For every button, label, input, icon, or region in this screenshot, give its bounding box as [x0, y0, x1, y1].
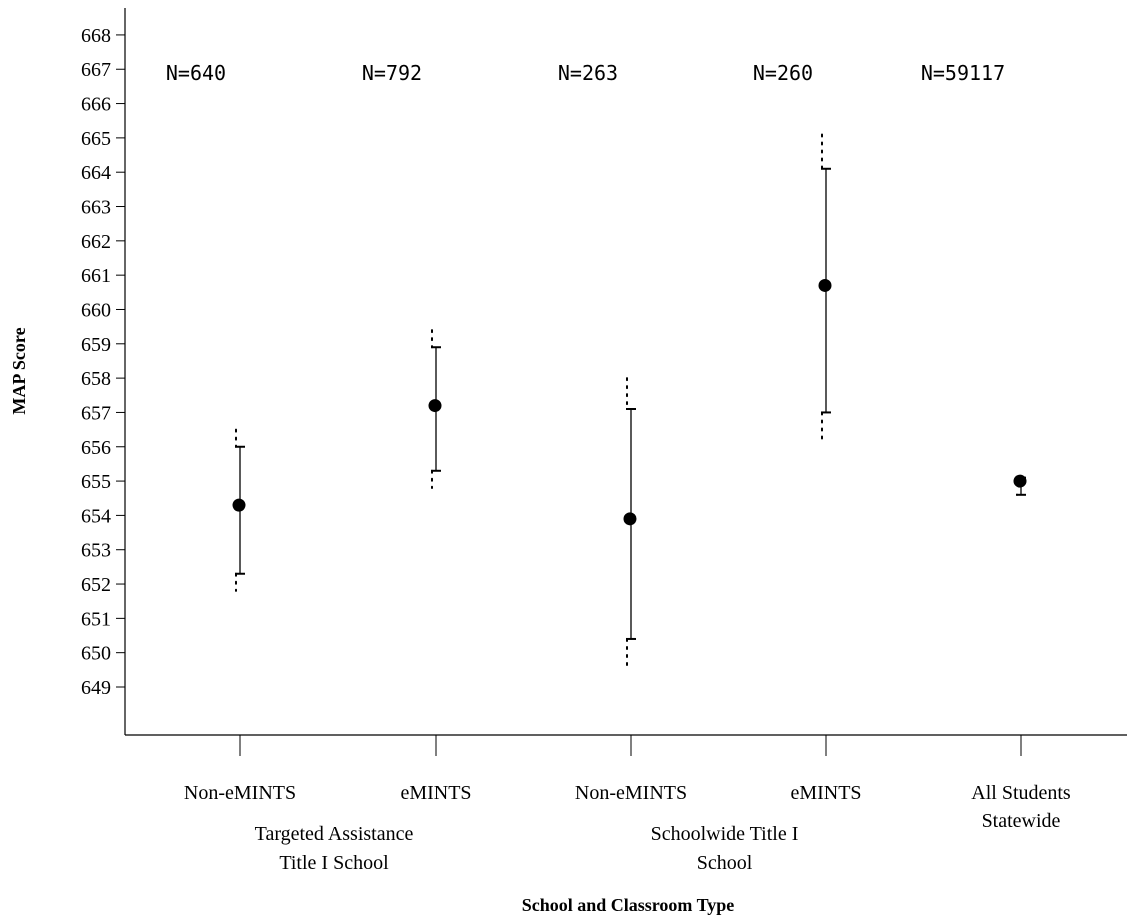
y-tick-label: 659 — [81, 334, 111, 356]
n-annotation: N=263 — [558, 61, 618, 85]
y-tick-label: 665 — [81, 128, 111, 150]
y-tick-label: 668 — [81, 25, 111, 47]
x-axis-label: School and Classroom Type — [522, 895, 735, 915]
n-annotation: N=59117 — [921, 61, 1005, 85]
mean-point — [818, 278, 832, 292]
x-category-label: eMINTS — [400, 782, 471, 804]
y-tick-label: 660 — [81, 299, 111, 321]
y-tick-label: 663 — [81, 197, 111, 219]
y-tick-label: 654 — [81, 505, 111, 527]
x-category-label: Non-eMINTS — [184, 782, 296, 804]
y-tick-label: 653 — [81, 540, 111, 562]
group-label: School — [697, 852, 753, 874]
y-tick-label: 655 — [81, 471, 111, 493]
group-label: Title I School — [279, 852, 389, 874]
x-category-label: eMINTS — [790, 782, 861, 804]
y-tick-label: 666 — [81, 94, 111, 116]
y-tick-label: 658 — [81, 368, 111, 390]
y-tick-label: 657 — [81, 402, 111, 424]
x-category-label: Statewide — [982, 810, 1061, 832]
y-axis-label: MAP Score — [9, 327, 29, 414]
y-tick-label: 649 — [81, 677, 111, 699]
n-annotation: N=792 — [362, 61, 422, 85]
x-category-label: Non-eMINTS — [575, 782, 687, 804]
y-tick-label: 650 — [81, 643, 111, 665]
mean-point — [428, 399, 442, 413]
y-tick-label: 656 — [81, 437, 111, 459]
y-tick-label: 667 — [81, 59, 111, 81]
y-tick-label: 651 — [81, 608, 111, 630]
mean-point — [232, 498, 246, 512]
group-label: Targeted Assistance — [255, 823, 414, 845]
y-tick-label: 652 — [81, 574, 111, 596]
n-annotation: N=640 — [166, 61, 226, 85]
y-tick-label: 664 — [81, 162, 111, 184]
mean-point — [1013, 474, 1027, 488]
mean-point — [623, 512, 637, 526]
group-label: Schoolwide Title I — [651, 823, 799, 845]
x-category-label: All Students — [971, 782, 1071, 804]
y-tick-label: 661 — [81, 265, 111, 287]
y-tick-label: 662 — [81, 231, 111, 253]
n-annotation: N=260 — [753, 61, 813, 85]
